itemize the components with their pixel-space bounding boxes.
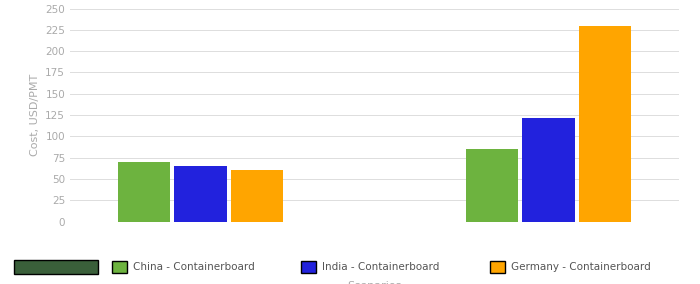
Text: Scenarios: Scenarios bbox=[347, 281, 402, 284]
Bar bbox=[118, 162, 170, 222]
Text: Germany - Containerboard: Germany - Containerboard bbox=[511, 262, 651, 272]
Bar bbox=[174, 166, 227, 222]
Bar bbox=[466, 149, 518, 222]
Y-axis label: Cost, USD/PMT: Cost, USD/PMT bbox=[29, 74, 40, 156]
Text: India - Containerboard: India - Containerboard bbox=[322, 262, 440, 272]
Text: China - Containerboard: China - Containerboard bbox=[133, 262, 255, 272]
Bar bbox=[231, 170, 283, 222]
Bar bbox=[522, 118, 575, 222]
Bar bbox=[579, 26, 631, 222]
